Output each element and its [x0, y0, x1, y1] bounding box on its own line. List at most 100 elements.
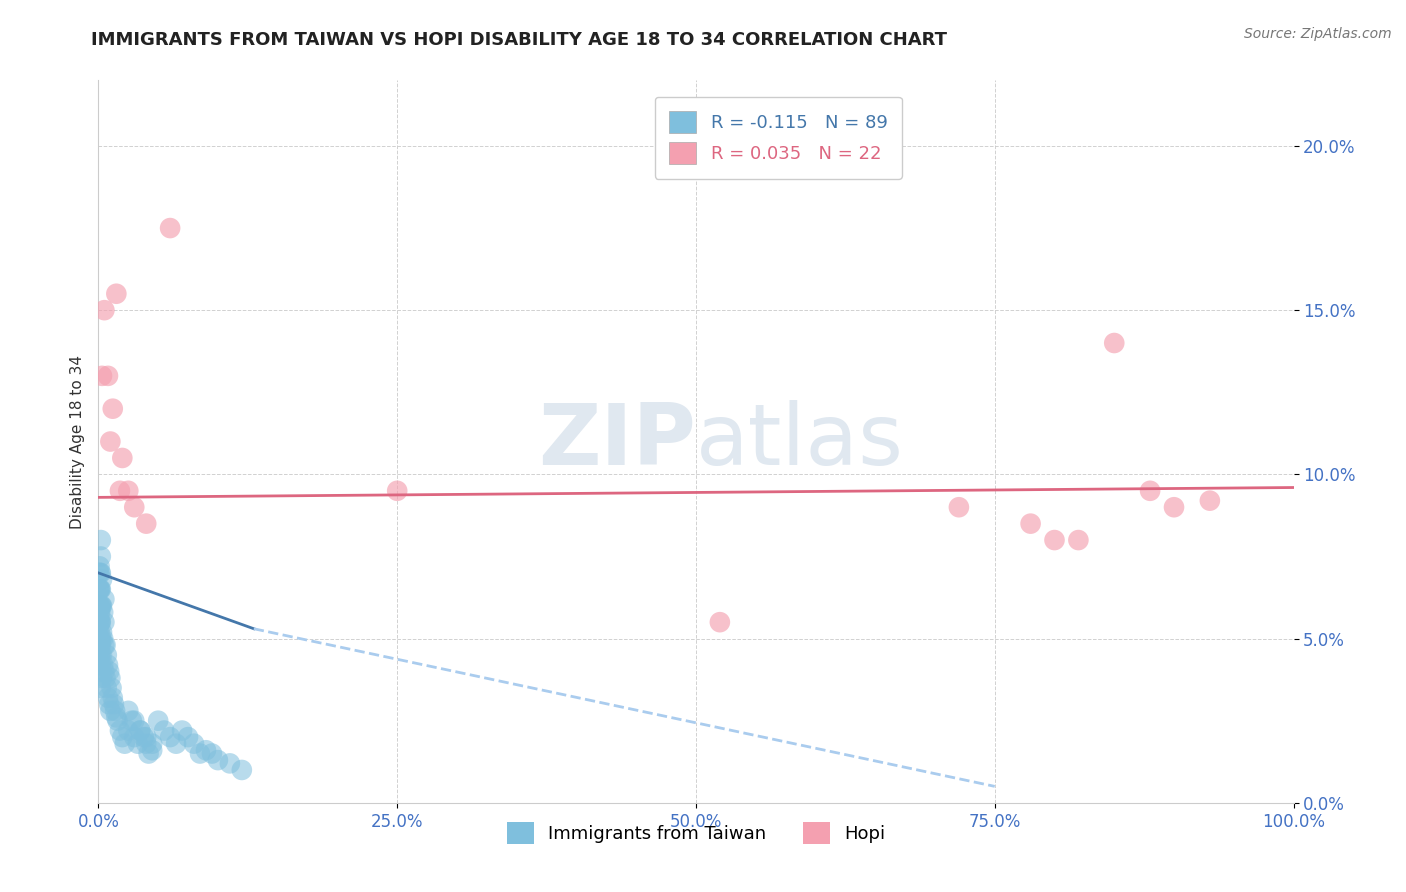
Point — [108, 723, 131, 738]
Point — [1199, 493, 1222, 508]
Point — [91, 368, 114, 383]
Point — [90, 566, 112, 580]
Point — [135, 516, 157, 531]
Point — [709, 615, 731, 630]
Point — [96, 681, 118, 695]
Point — [135, 737, 157, 751]
Point — [90, 681, 112, 695]
Point — [101, 690, 124, 705]
Point — [89, 615, 111, 630]
Point — [89, 665, 111, 679]
Point — [219, 756, 242, 771]
Point — [117, 704, 139, 718]
Point — [159, 730, 181, 744]
Point — [1163, 500, 1185, 515]
Point — [89, 599, 111, 613]
Point — [90, 582, 112, 597]
Point — [89, 632, 111, 646]
Point — [201, 747, 224, 761]
Point — [90, 615, 112, 630]
Point — [87, 632, 110, 646]
Point — [104, 704, 127, 718]
Point — [93, 638, 115, 652]
Point — [89, 625, 111, 640]
Point — [94, 671, 117, 685]
Point — [91, 605, 114, 619]
Point — [207, 753, 229, 767]
Text: Source: ZipAtlas.com: Source: ZipAtlas.com — [1244, 27, 1392, 41]
Point — [93, 615, 115, 630]
Point — [98, 698, 121, 712]
Point — [89, 605, 111, 619]
Point — [129, 723, 152, 738]
Point — [100, 681, 122, 695]
Point — [89, 566, 111, 580]
Point — [117, 723, 139, 738]
Point — [90, 599, 112, 613]
Point — [177, 730, 200, 744]
Point — [96, 648, 118, 662]
Point — [127, 737, 149, 751]
Point — [108, 483, 131, 498]
Point — [107, 714, 129, 728]
Point — [89, 559, 111, 574]
Point — [90, 648, 112, 662]
Point — [124, 714, 146, 728]
Point — [195, 743, 218, 757]
Point — [1104, 336, 1126, 351]
Point — [1043, 533, 1066, 547]
Point — [87, 599, 110, 613]
Point — [121, 714, 143, 728]
Point — [114, 737, 136, 751]
Point — [90, 657, 112, 672]
Point — [97, 368, 120, 383]
Y-axis label: Disability Age 18 to 34: Disability Age 18 to 34 — [69, 354, 84, 529]
Point — [172, 723, 194, 738]
Legend: Immigrants from Taiwan, Hopi: Immigrants from Taiwan, Hopi — [492, 808, 900, 859]
Point — [87, 566, 110, 580]
Point — [91, 657, 114, 672]
Point — [141, 737, 163, 751]
Point — [385, 483, 409, 498]
Point — [129, 723, 152, 738]
Point — [89, 582, 111, 597]
Point — [91, 632, 114, 646]
Point — [1067, 533, 1090, 547]
Point — [111, 450, 134, 465]
Point — [98, 671, 122, 685]
Point — [124, 500, 146, 515]
Point — [89, 638, 111, 652]
Point — [89, 582, 111, 597]
Point — [93, 665, 115, 679]
Point — [90, 599, 112, 613]
Point — [89, 605, 111, 619]
Point — [98, 665, 121, 679]
Point — [90, 549, 112, 564]
Point — [103, 698, 125, 712]
Point — [91, 599, 114, 613]
Point — [91, 625, 114, 640]
Point — [105, 286, 128, 301]
Point — [117, 483, 139, 498]
Point — [89, 648, 111, 662]
Point — [90, 615, 112, 630]
Point — [90, 638, 112, 652]
Point — [138, 747, 160, 761]
Point — [98, 434, 122, 449]
Point — [153, 723, 176, 738]
Point — [97, 657, 120, 672]
Point — [132, 730, 155, 744]
Point — [1019, 516, 1042, 531]
Point — [159, 221, 181, 235]
Point — [135, 730, 157, 744]
Point — [148, 714, 170, 728]
Point — [188, 747, 211, 761]
Point — [98, 704, 122, 718]
Point — [183, 737, 205, 751]
Point — [231, 763, 253, 777]
Point — [91, 573, 114, 587]
Point — [141, 743, 163, 757]
Point — [165, 737, 187, 751]
Text: atlas: atlas — [696, 400, 904, 483]
Point — [94, 638, 117, 652]
